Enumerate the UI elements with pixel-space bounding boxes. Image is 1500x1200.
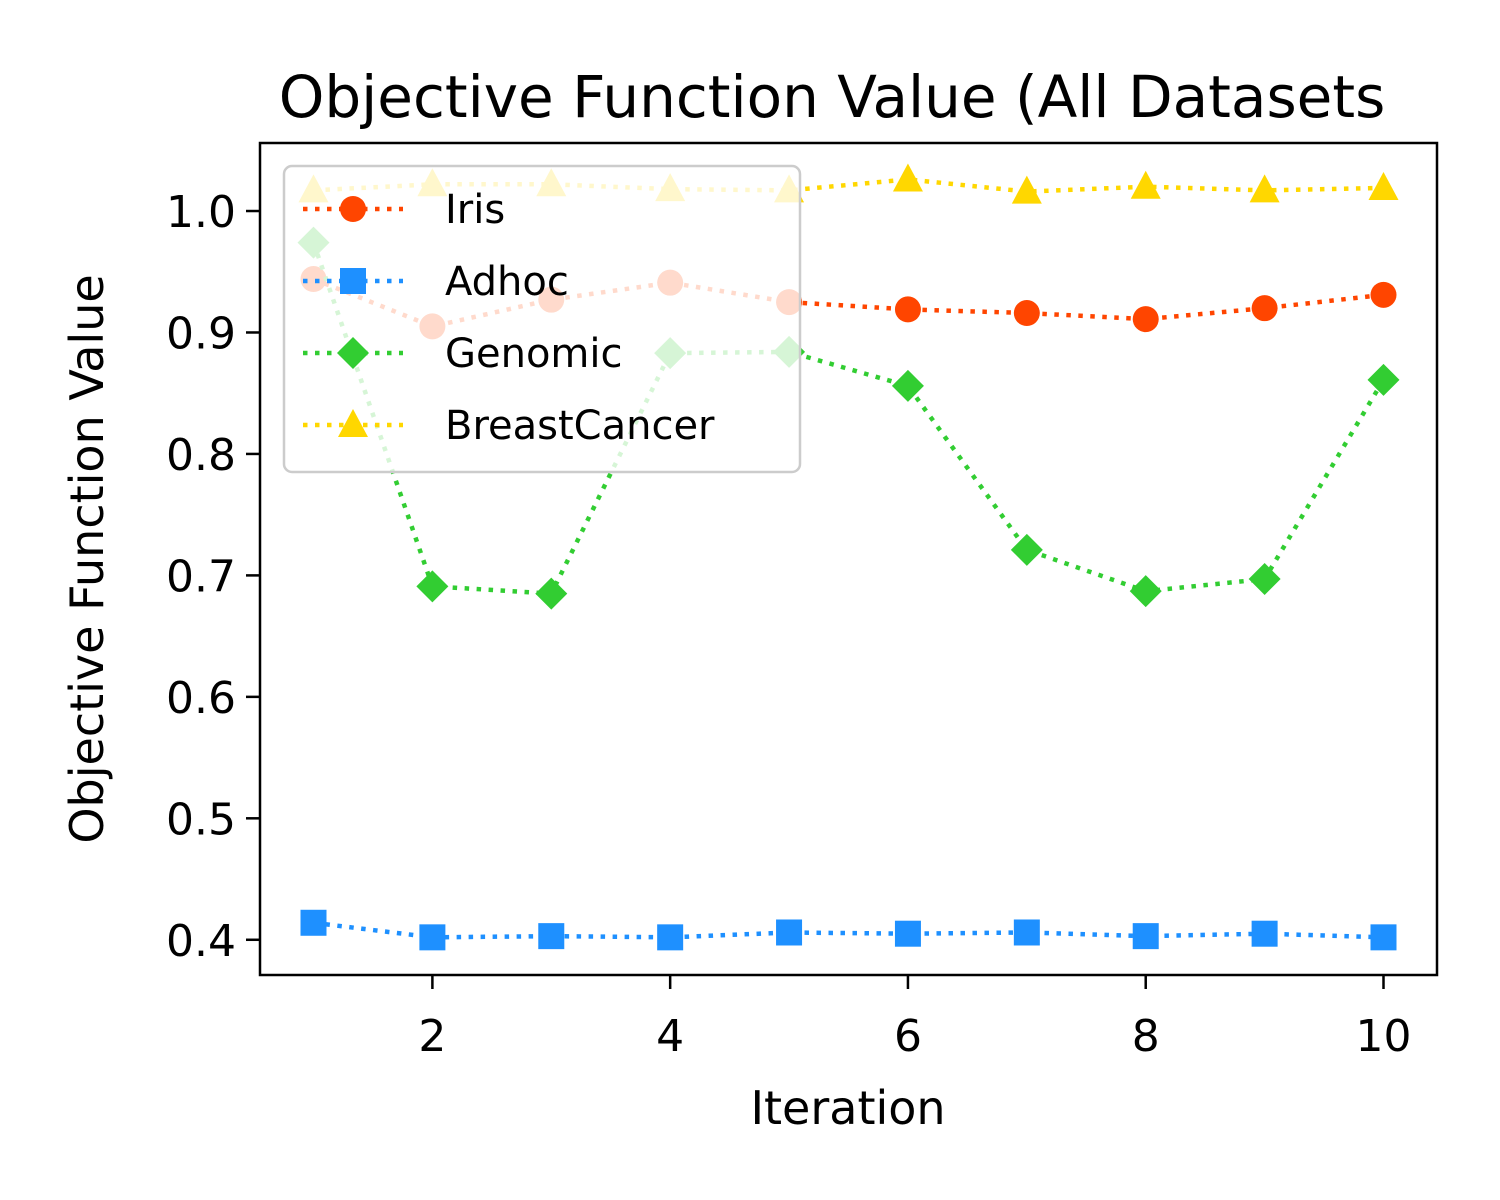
legend-item-adhoc: Adhoc bbox=[303, 259, 569, 305]
data-point-adhoc-5 bbox=[776, 919, 803, 946]
data-point-adhoc-9 bbox=[1251, 920, 1278, 947]
legend-item-breastcancer: BreastCancer bbox=[303, 403, 715, 449]
data-point-adhoc-7 bbox=[1013, 919, 1040, 946]
legend-marker-adhoc bbox=[340, 268, 366, 294]
data-point-adhoc-6 bbox=[894, 920, 921, 947]
y-axis-label: Objective Function Value bbox=[60, 274, 114, 843]
data-point-genomic-10 bbox=[1367, 363, 1400, 396]
data-point-adhoc-1 bbox=[300, 909, 327, 936]
legend-items: Iris Adhoc Genomic BreastCancer bbox=[303, 187, 715, 449]
axes-layer: 2 4 6 8 10 0.4 0.5 0.6 0.7 0.8 0.9 1.0 bbox=[166, 187, 1411, 1062]
legend-label-iris: Iris bbox=[445, 187, 505, 233]
legend-label-breastcancer: BreastCancer bbox=[445, 403, 715, 449]
plot-frame bbox=[258, 141, 1439, 977]
legend-box bbox=[282, 164, 802, 474]
data-point-genomic-6 bbox=[891, 369, 924, 402]
y-tick-label-0.5: 0.5 bbox=[166, 794, 236, 845]
data-point-iris-9 bbox=[1251, 295, 1278, 322]
data-point-adhoc-2 bbox=[419, 924, 446, 951]
data-point-breastcancer-8 bbox=[1130, 170, 1161, 199]
x-tick-label-10: 10 bbox=[1356, 1011, 1412, 1062]
data-point-adhoc-3 bbox=[538, 923, 565, 950]
data-point-genomic-9 bbox=[1248, 563, 1281, 596]
data-point-genomic-2 bbox=[416, 570, 449, 603]
data-point-genomic-3 bbox=[535, 577, 568, 610]
y-tick-label-0.4: 0.4 bbox=[166, 916, 236, 967]
y-tick-label-0.6: 0.6 bbox=[166, 673, 236, 724]
x-tick-label-6: 6 bbox=[894, 1011, 922, 1062]
y-tick-label-0.8: 0.8 bbox=[166, 430, 236, 481]
y-tick-label-0.9: 0.9 bbox=[166, 308, 236, 359]
legend: Iris Adhoc Genomic BreastCancer bbox=[282, 164, 802, 474]
data-point-adhoc-10 bbox=[1370, 924, 1397, 951]
chart-title: Objective Function Value (All Datasets bbox=[279, 63, 1386, 131]
data-point-iris-6 bbox=[894, 296, 921, 323]
data-point-genomic-8 bbox=[1129, 575, 1162, 608]
data-point-breastcancer-7 bbox=[1011, 175, 1042, 204]
data-point-breastcancer-10 bbox=[1368, 171, 1399, 200]
legend-label-adhoc: Adhoc bbox=[445, 259, 569, 305]
data-point-genomic-7 bbox=[1010, 533, 1043, 566]
data-point-iris-7 bbox=[1013, 300, 1040, 327]
x-tick-label-8: 8 bbox=[1132, 1011, 1160, 1062]
legend-label-genomic: Genomic bbox=[445, 331, 623, 377]
data-point-iris-8 bbox=[1132, 306, 1159, 333]
legend-item-iris: Iris bbox=[303, 187, 505, 233]
data-point-iris-10 bbox=[1370, 281, 1397, 308]
x-axis-label: Iteration bbox=[750, 1081, 945, 1135]
data-point-breastcancer-6 bbox=[892, 163, 923, 192]
series-adhoc bbox=[300, 909, 1397, 951]
data-point-adhoc-4 bbox=[657, 924, 684, 951]
data-point-breastcancer-9 bbox=[1249, 174, 1280, 203]
y-tick-label-0.7: 0.7 bbox=[166, 551, 236, 602]
data-point-adhoc-8 bbox=[1132, 923, 1159, 950]
x-tick-label-4: 4 bbox=[656, 1011, 684, 1062]
series-line-genomic bbox=[311, 241, 1386, 596]
legend-marker-genomic bbox=[337, 337, 369, 369]
legend-marker-iris bbox=[340, 196, 366, 222]
legend-item-genomic: Genomic bbox=[303, 331, 623, 377]
legend-marker-breastcancer bbox=[338, 409, 368, 437]
x-tick-label-2: 2 bbox=[418, 1011, 446, 1062]
y-tick-label-1.0: 1.0 bbox=[166, 187, 236, 238]
